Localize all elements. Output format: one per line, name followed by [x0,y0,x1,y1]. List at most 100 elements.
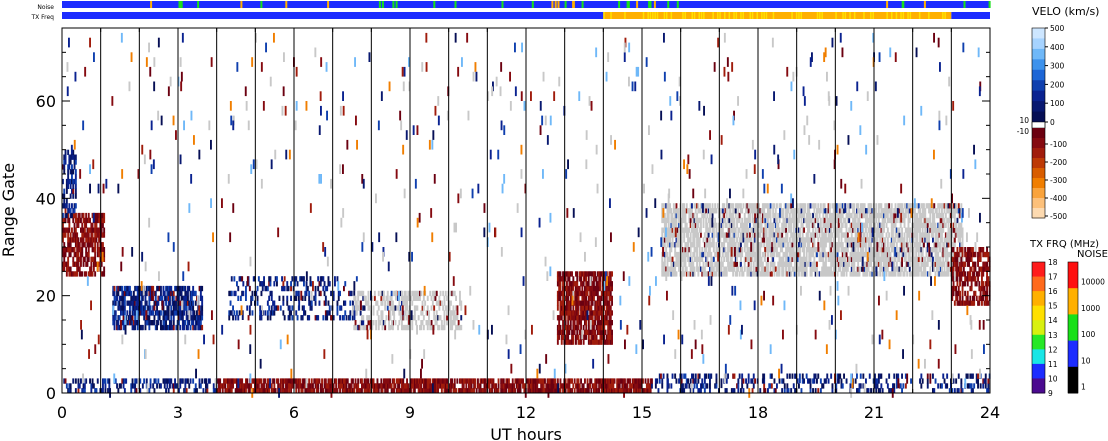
data-cell [181,295,184,301]
data-cell [667,237,670,243]
data-cell [381,324,384,331]
data-cell [683,203,686,209]
data-cell [152,290,155,297]
data-cell [546,378,549,384]
data-cell [703,232,706,238]
data-cell [857,242,860,248]
data-cell [181,310,184,316]
data-cell [600,339,603,345]
data-cell [625,383,628,389]
data-cell [482,378,485,384]
data-cell [126,310,129,316]
data-cell [809,212,812,219]
data-cell [865,237,867,243]
data-cell [460,324,463,331]
data-cell [984,378,987,384]
data-cell [609,295,612,301]
data-cell [705,227,708,233]
data-cell [801,212,804,219]
data-cell [74,261,77,267]
data-cell [372,305,375,311]
data-cell [175,305,178,311]
data-cell [185,300,188,306]
data-cell [728,242,731,248]
data-cell [777,266,780,272]
data-cell [372,378,375,384]
data-cell [344,281,347,287]
data-cell [170,315,173,321]
data-cell [600,310,603,316]
data-cell [535,388,537,394]
data-cell [167,378,170,384]
data-cell [422,388,425,394]
data-cell [787,242,790,248]
data-cell [77,237,80,243]
data-cell [663,227,666,233]
data-cell [175,300,178,306]
data-cell [768,212,771,219]
data-cell [773,266,776,272]
data-cell [163,383,166,389]
data-cell [590,334,593,340]
data-cell [180,315,183,321]
data-cell [479,388,482,394]
data-cell [132,300,135,306]
data-cell [139,285,142,292]
data-cell [841,222,844,228]
data-cell [274,305,277,311]
data-cell [810,232,813,238]
data-cell [661,212,664,219]
data-cell [321,383,323,389]
data-cell [661,261,664,267]
data-cell [845,251,848,258]
data-cell [827,378,830,384]
data-cell [727,203,729,209]
data-cell [77,251,80,258]
data-cell [723,212,726,219]
data-cell [603,271,606,277]
data-cell [657,388,660,394]
data-cell [118,324,121,331]
data-cell [91,227,94,233]
data-cell [179,378,182,384]
data-cell [558,388,561,394]
data-cell [64,247,67,253]
data-cell [100,222,103,228]
data-cell [116,320,118,326]
data-cell [746,266,749,272]
data-cell [107,388,109,394]
data-cell [201,324,204,331]
data-cell [303,378,305,384]
data-cell [755,203,758,209]
data-cell [801,203,804,209]
data-cell [741,222,744,228]
data-cell [281,285,283,292]
data-cell [584,305,586,311]
data-cell [288,315,291,321]
data-cell [740,203,742,209]
data-cell [169,290,171,297]
data-cell [837,208,840,214]
data-cell [163,320,166,326]
data-cell [450,310,452,316]
data-cell [197,305,200,311]
data-cell [385,378,388,384]
data-cell [670,261,673,267]
data-cell [746,217,749,224]
data-cell [185,324,188,331]
data-cell [827,203,830,209]
data-cell [675,261,678,267]
data-cell [411,320,414,326]
data-cell [189,378,192,384]
noise-strip-label: Noise [37,4,54,11]
data-cell [398,300,401,306]
data-cell [825,271,827,277]
data-cell [287,305,290,311]
data-cell [684,222,687,228]
data-cell [92,383,95,389]
data-cell [835,383,838,389]
data-cell [705,242,708,248]
data-cell [376,378,379,384]
data-cell [710,251,713,258]
data-cell [791,212,794,219]
